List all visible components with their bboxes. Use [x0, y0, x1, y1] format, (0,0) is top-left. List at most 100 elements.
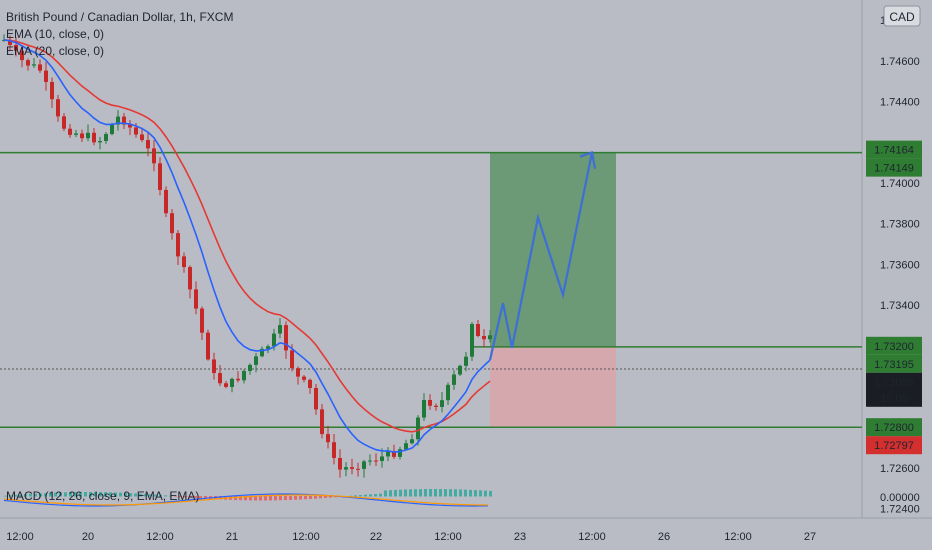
candle-body	[236, 378, 240, 381]
candle-body	[452, 374, 456, 385]
candle-body	[116, 116, 120, 125]
candle-body	[50, 82, 54, 100]
loss-zone[interactable]	[490, 346, 616, 428]
macd-histogram-bar	[314, 496, 317, 499]
macd-histogram-bar	[24, 494, 27, 497]
macd-histogram-bar	[294, 496, 297, 500]
candle-body	[20, 50, 24, 61]
macd-histogram-bar	[399, 489, 402, 497]
candle-body	[428, 399, 432, 406]
candle-body	[134, 127, 138, 135]
macd-histogram-bar	[474, 490, 477, 497]
candle-body	[314, 388, 318, 410]
macd-histogram-bar	[64, 492, 67, 497]
macd-histogram-bar	[414, 489, 417, 497]
macd-histogram-bar	[89, 492, 92, 497]
candle-body	[470, 324, 474, 357]
price-badge-label: 1.73086	[874, 377, 914, 389]
price-tick-label: 1.74000	[880, 178, 920, 190]
macd-histogram-bar	[159, 495, 162, 497]
candle-body	[296, 368, 300, 377]
macd-histogram-bar	[489, 490, 492, 497]
candle-body	[344, 467, 348, 470]
price-badge-label: 1.72800	[874, 422, 914, 434]
price-tick-label: 1.72400	[880, 504, 920, 516]
macd-histogram-bar	[179, 496, 182, 497]
macd-tick-label: 0.00000	[880, 492, 920, 504]
price-badge-label: 1.74149	[874, 163, 914, 175]
currency-button[interactable]	[883, 5, 921, 27]
ema-10-legend[interactable]: EMA (10, close, 0)	[6, 27, 104, 41]
price-badge-label: 1.74164	[874, 145, 914, 157]
candle-body	[350, 467, 354, 469]
price-badge	[866, 140, 922, 159]
time-axis[interactable]: 12:00 20 12:00 21 12:00 22 12:00 23 12:00 26 12:00…	[6, 531, 816, 543]
macd-histogram-bar	[34, 493, 37, 497]
price-badge	[866, 436, 922, 455]
macd-histogram-bar	[19, 494, 22, 497]
macd-histogram-bar	[99, 492, 102, 497]
price-badge	[866, 372, 922, 407]
candle-body	[164, 189, 168, 214]
candle-body	[380, 456, 384, 462]
profit-zone[interactable]	[490, 152, 616, 347]
candle-body	[8, 39, 12, 45]
macd-legend[interactable]: MACD (12, 26, close, 9, EMA, EMA)	[6, 489, 199, 503]
candle-body	[110, 124, 114, 135]
macd-histogram-bar	[384, 490, 387, 497]
time-tick-label: 12:00	[292, 531, 320, 543]
candle-body	[26, 60, 30, 66]
macd-histogram-bar	[289, 496, 292, 500]
candle-body	[290, 350, 294, 369]
macd-histogram-bar	[184, 496, 187, 498]
candle-body	[188, 267, 192, 290]
candle-body	[422, 399, 426, 418]
candle-body	[458, 365, 462, 375]
ema-20-line	[3, 39, 491, 433]
candle-body	[386, 451, 390, 457]
time-tick-label: 27	[804, 531, 816, 543]
candle-body	[446, 384, 450, 401]
macd-histogram-bar	[259, 496, 262, 501]
macd-histogram-bar	[484, 490, 487, 497]
price-badge	[866, 418, 922, 437]
macd-histogram-bar	[354, 495, 357, 497]
candle-body	[158, 163, 162, 190]
price-tick-label: 1.73600	[880, 259, 920, 271]
macd-histogram-bar	[299, 496, 302, 500]
symbol-title[interactable]: British Pound / Canadian Dollar, 1h, FXC…	[6, 10, 233, 24]
candle-body	[128, 124, 132, 128]
macd-histogram-bar	[109, 492, 112, 497]
candle-body	[104, 134, 108, 142]
candle-body	[206, 332, 210, 360]
macd-line	[3, 493, 489, 507]
macd-histogram-bar	[274, 496, 277, 501]
macd-histogram-bar	[429, 489, 432, 497]
ema-20-legend[interactable]: EMA (20, close, 0)	[6, 44, 104, 58]
macd-histogram-bar	[199, 496, 202, 499]
macd-histogram-bar	[309, 496, 312, 499]
candle-body	[356, 468, 360, 470]
macd-histogram-bar	[134, 493, 137, 497]
macd-histogram-bar	[464, 489, 467, 497]
macd-histogram-bar	[144, 494, 147, 497]
candle-body	[464, 356, 468, 366]
price-tick-label: 1.74600	[880, 56, 920, 68]
macd-histogram-bar	[119, 492, 122, 497]
macd-histogram-bar	[409, 489, 412, 497]
price-badge-label: 1.72797	[874, 440, 914, 452]
macd-histogram-bar	[44, 493, 47, 497]
macd-histogram-bar	[434, 489, 437, 497]
macd-histogram-bar	[249, 496, 252, 501]
candle-body	[416, 417, 420, 440]
ema-10-line	[3, 39, 491, 453]
candle-body	[80, 133, 84, 139]
macd-histogram-bar	[319, 496, 322, 499]
candle-body	[248, 364, 252, 371]
time-tick-label: 12:00	[724, 531, 752, 543]
macd-histogram-bar	[114, 492, 117, 497]
projection-path[interactable]	[488, 152, 594, 361]
price-tick-label: 1.73400	[880, 300, 920, 312]
